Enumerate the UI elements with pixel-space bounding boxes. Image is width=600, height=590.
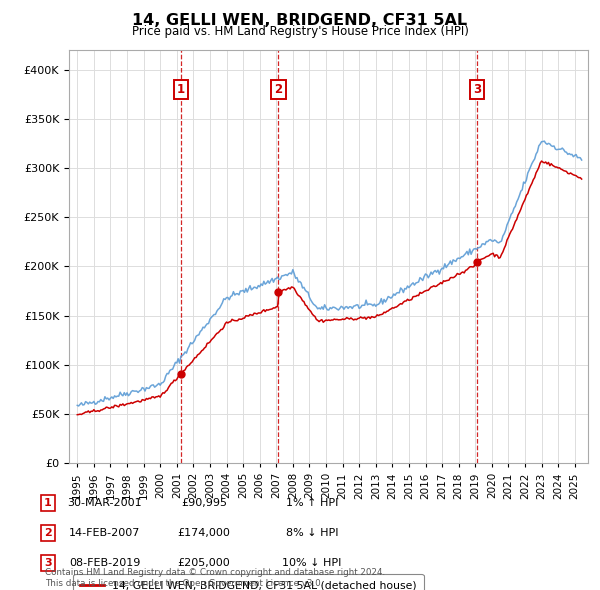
Text: 2: 2 bbox=[274, 83, 283, 96]
Text: 3: 3 bbox=[473, 83, 481, 96]
Text: 1% ↑ HPI: 1% ↑ HPI bbox=[286, 498, 338, 507]
Legend: 14, GELLI WEN, BRIDGEND, CF31 5AL (detached house), HPI: Average price, detached: 14, GELLI WEN, BRIDGEND, CF31 5AL (detac… bbox=[73, 574, 424, 590]
Text: 30-MAR-2001: 30-MAR-2001 bbox=[68, 498, 142, 507]
Text: Contains HM Land Registry data © Crown copyright and database right 2024.
This d: Contains HM Land Registry data © Crown c… bbox=[45, 568, 385, 588]
Text: £90,995: £90,995 bbox=[181, 498, 227, 507]
Text: 14, GELLI WEN, BRIDGEND, CF31 5AL: 14, GELLI WEN, BRIDGEND, CF31 5AL bbox=[133, 13, 467, 28]
Text: 1: 1 bbox=[44, 498, 52, 507]
Text: Price paid vs. HM Land Registry's House Price Index (HPI): Price paid vs. HM Land Registry's House … bbox=[131, 25, 469, 38]
Text: 10% ↓ HPI: 10% ↓ HPI bbox=[283, 558, 341, 568]
Text: £205,000: £205,000 bbox=[178, 558, 230, 568]
Text: 14-FEB-2007: 14-FEB-2007 bbox=[70, 528, 140, 537]
Text: 8% ↓ HPI: 8% ↓ HPI bbox=[286, 528, 338, 537]
Text: 08-FEB-2019: 08-FEB-2019 bbox=[70, 558, 140, 568]
Text: 1: 1 bbox=[177, 83, 185, 96]
Text: £174,000: £174,000 bbox=[178, 528, 230, 537]
Text: 2: 2 bbox=[44, 528, 52, 537]
Text: 3: 3 bbox=[44, 558, 52, 568]
